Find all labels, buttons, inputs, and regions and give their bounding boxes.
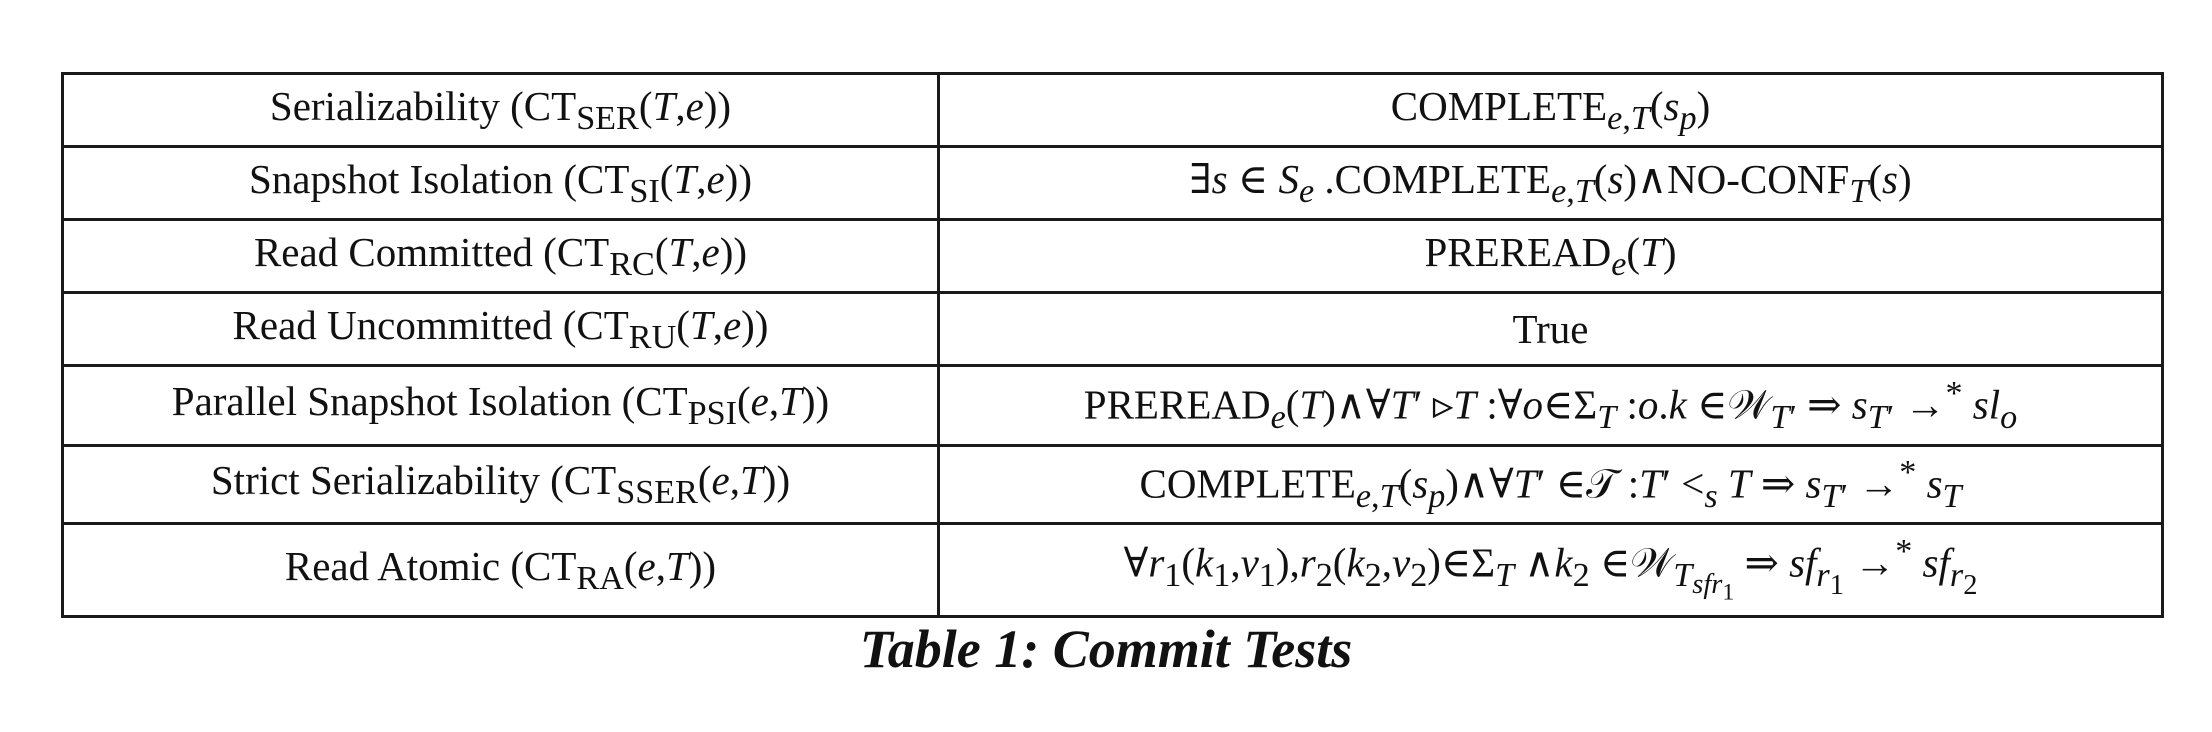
table-row: Read Uncommitted (CTRU(T,e)) True xyxy=(61,291,2164,367)
commit-test-cell: COMPLETEe,T(sp)∧∀T′ ∈𝒯 :T′ <s T ⇒ sT′ →*… xyxy=(937,444,2164,525)
isolation-level-cell: Strict Serializability (CTSSER(e,T)) xyxy=(61,444,940,525)
commit-test-cell: PREREADe(T)∧∀T′ ▹T :∀o∈ΣT :o.k ∈𝒲T′ ⇒ sT… xyxy=(937,364,2164,447)
isolation-level-cell: Read Uncommitted (CTRU(T,e)) xyxy=(61,291,940,367)
isolation-level-cell: Serializability (CTSER(T,e)) xyxy=(61,72,940,148)
commit-test-cell: COMPLETEe,T(sp) xyxy=(937,72,2164,148)
table-row: Serializability (CTSER(T,e)) COMPLETEe,T… xyxy=(61,72,2164,148)
commit-test-cell: True xyxy=(937,291,2164,367)
table-row: Parallel Snapshot Isolation (CTPSI(e,T))… xyxy=(61,364,2164,447)
table-row: Snapshot Isolation (CTSI(T,e)) ∃s ∈ Se .… xyxy=(61,145,2164,221)
commit-test-cell: PREREADe(T) xyxy=(937,218,2164,294)
commit-tests-table-container: Serializability (CTSER(T,e)) COMPLETEe,T… xyxy=(61,72,2164,618)
commit-tests-table: Serializability (CTSER(T,e)) COMPLETEe,T… xyxy=(61,72,2164,618)
isolation-level-cell: Read Committed (CTRC(T,e)) xyxy=(61,218,940,294)
table-row: Read Committed (CTRC(T,e)) PREREADe(T) xyxy=(61,218,2164,294)
table-caption: Table 1: Commit Tests xyxy=(859,619,1353,679)
table-row: Read Atomic (CTRA(e,T)) ∀r1(k1,v1),r2(k2… xyxy=(61,522,2164,618)
isolation-level-cell: Parallel Snapshot Isolation (CTPSI(e,T)) xyxy=(61,364,940,447)
isolation-level-cell: Read Atomic (CTRA(e,T)) xyxy=(61,522,940,618)
commit-test-cell: ∃s ∈ Se .COMPLETEe,T(s)∧NO-CONFT(s) xyxy=(937,145,2164,221)
isolation-level-cell: Snapshot Isolation (CTSI(T,e)) xyxy=(61,145,940,221)
commit-test-cell: ∀r1(k1,v1),r2(k2,v2)∈ΣT ∧k2 ∈𝒲Tsfr1 ⇒ sf… xyxy=(937,522,2164,618)
table-row: Strict Serializability (CTSSER(e,T)) COM… xyxy=(61,444,2164,525)
